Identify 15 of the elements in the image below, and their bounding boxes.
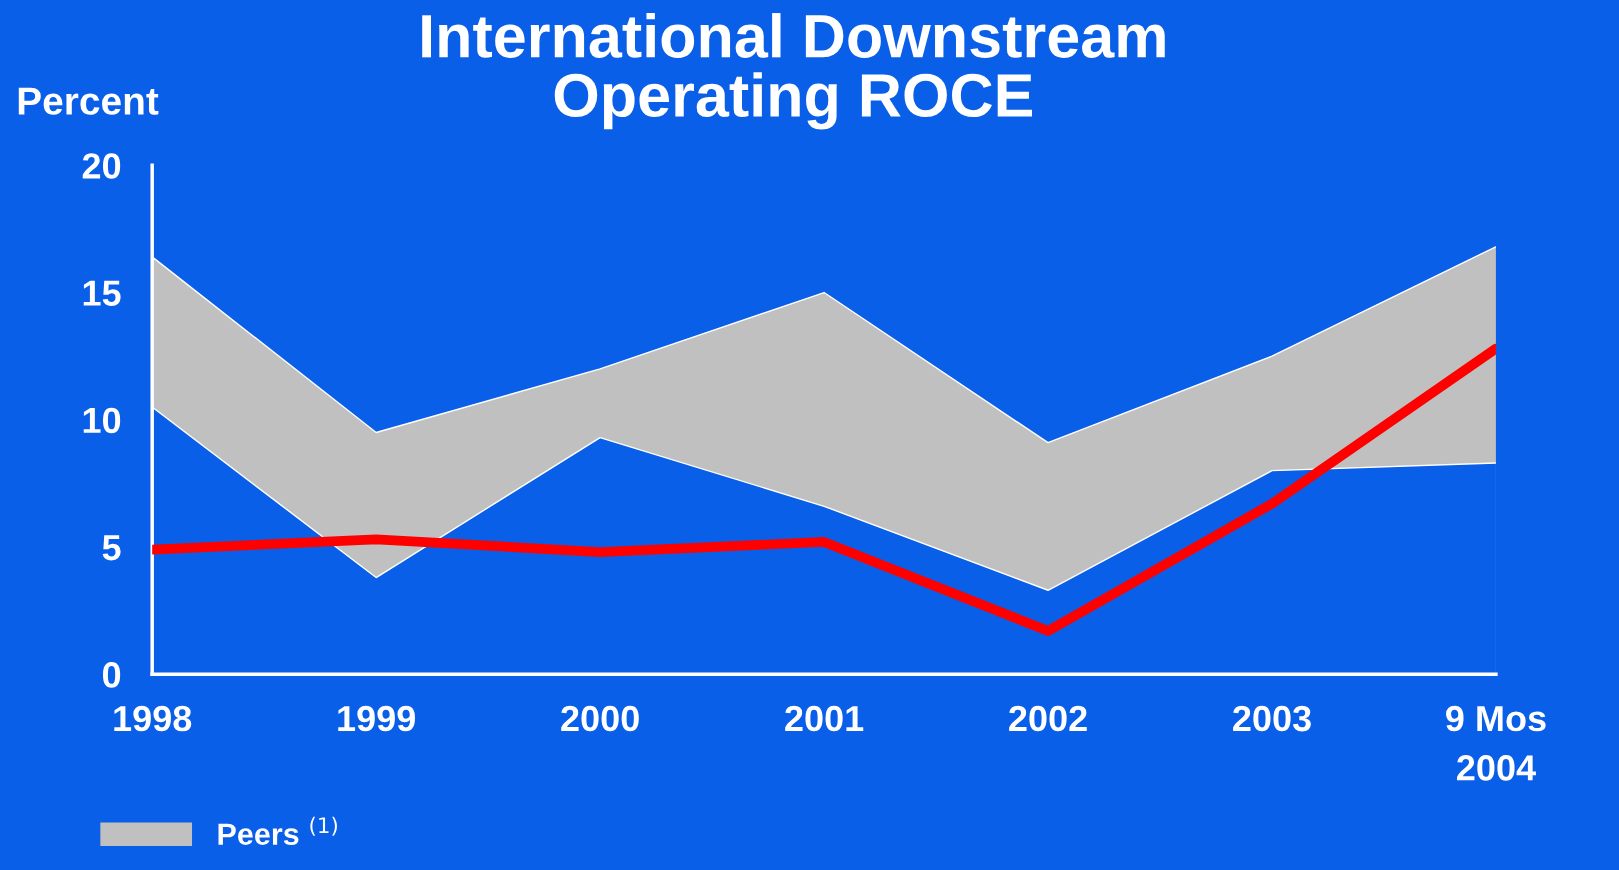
y-axis-title: Percent (18, 87, 159, 115)
x-tick-label: 1998 (114, 705, 192, 732)
y-tick-label: 20 (82, 153, 121, 179)
x-tick-label: 1999 (338, 705, 415, 732)
y-tick-label: 15 (83, 280, 121, 306)
x-tick-label: 9 Mos 2004 (1446, 705, 1546, 781)
legend-label: Peers $^{(1)}$ (218, 816, 337, 845)
x-tick-label: 2003 (1233, 705, 1311, 732)
y-tick-label: 5 (102, 535, 121, 561)
x-tick-label: 2000 (561, 705, 639, 732)
x-tick-label: 2001 (785, 705, 864, 732)
y-tick-label: 0 (102, 662, 121, 688)
x-tick-label: 2002 (1009, 705, 1087, 732)
y-tick-label: 10 (83, 407, 121, 434)
chart-title: International Downstream Operating ROCE (422, 13, 1165, 130)
